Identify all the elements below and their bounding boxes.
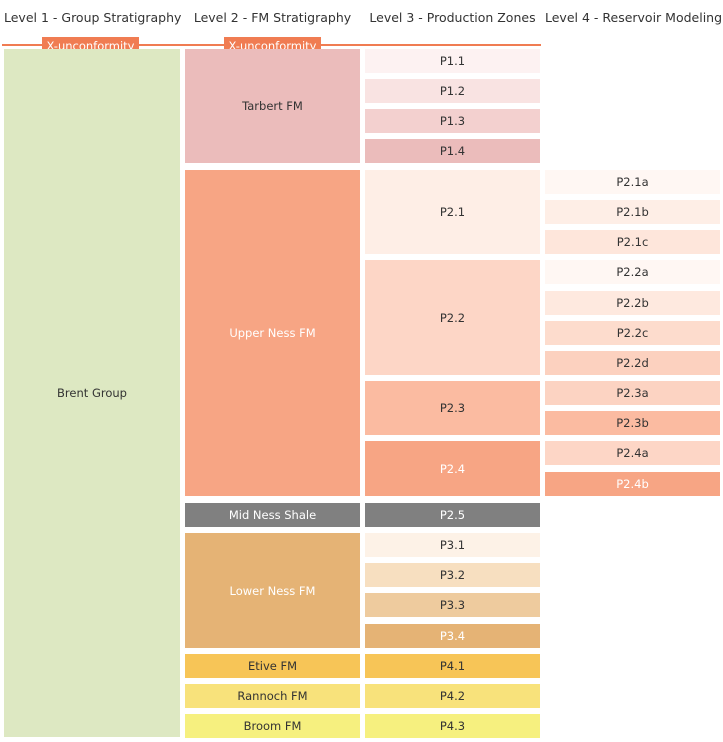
zone-p3-1: P3.1 — [365, 533, 540, 557]
upper-ness-fm-label: Upper Ness FM — [229, 326, 316, 340]
zone-p1-3: P1.3 — [365, 109, 540, 133]
zone-p3-3: P3.3 — [365, 593, 540, 617]
rannoch-fm-label: Rannoch FM — [237, 689, 308, 703]
mid-ness-shale-block: Mid Ness Shale — [185, 503, 360, 527]
zone-p1-3-label: P1.3 — [439, 114, 466, 128]
rannoch-fm-block: Rannoch FM — [185, 684, 360, 708]
zone-p4-2-label: P4.2 — [439, 689, 466, 703]
model-zone-p2-1c-label: P2.1c — [616, 235, 649, 249]
model-zone-p2-3b: P2.3b — [545, 411, 720, 435]
zone-p3-3-label: P3.3 — [439, 598, 466, 612]
model-zone-p2-1a: P2.1a — [545, 170, 720, 194]
zone-p4-1: P4.1 — [365, 654, 540, 678]
zone-p2-3: P2.3 — [365, 381, 540, 435]
model-zone-p2-1c: P2.1c — [545, 230, 720, 254]
model-zone-p2-2b: P2.2b — [545, 291, 720, 315]
model-zone-p2-1b: P2.1b — [545, 200, 720, 224]
zone-p4-1-label: P4.1 — [439, 659, 466, 673]
zone-p1-4-label: P1.4 — [439, 144, 466, 158]
zone-p1-1: P1.1 — [365, 49, 540, 73]
zone-p2-1-label: P2.1 — [439, 205, 466, 219]
upper-ness-fm-block: Upper Ness FM — [185, 170, 360, 496]
model-zone-p2-3b-label: P2.3b — [616, 416, 649, 430]
zone-p2-2: P2.2 — [365, 260, 540, 375]
model-zone-p2-2a-label: P2.2a — [616, 265, 649, 279]
model-zone-p2-2d: P2.2d — [545, 351, 720, 375]
header-level1: Level 1 - Group Stratigraphy — [4, 10, 182, 25]
model-zone-p2-4a: P2.4a — [545, 441, 720, 465]
zone-p1-1-label: P1.1 — [439, 54, 466, 68]
model-zone-p2-2c-label: P2.2c — [616, 326, 649, 340]
zone-p3-4-label: P3.4 — [439, 629, 466, 643]
header-level3: Level 3 - Production Zones — [369, 10, 536, 25]
model-zone-p2-2c: P2.2c — [545, 321, 720, 345]
zone-p2-4: P2.4 — [365, 441, 540, 496]
model-zone-p2-4b-label: P2.4b — [616, 477, 649, 491]
broom-fm-label: Broom FM — [243, 719, 302, 733]
zone-p4-2: P4.2 — [365, 684, 540, 708]
model-zone-p2-4a-label: P2.4a — [616, 446, 649, 460]
model-zone-p2-2a: P2.2a — [545, 260, 720, 284]
zone-p4-3: P4.3 — [365, 714, 540, 738]
model-zone-p2-2d-label: P2.2d — [616, 356, 649, 370]
zone-p2-5-label: P2.5 — [439, 508, 466, 522]
zone-p2-4-label: P2.4 — [439, 461, 466, 476]
model-zone-p2-3a: P2.3a — [545, 381, 720, 405]
model-zone-p2-4b: P2.4b — [545, 472, 720, 496]
broom-fm-block: Broom FM — [185, 714, 360, 738]
zone-p3-2: P3.2 — [365, 563, 540, 587]
etive-fm-block: Etive FM — [185, 654, 360, 678]
header-level4: Level 4 - Reservoir Modeling — [545, 10, 723, 25]
zone-p1-2: P1.2 — [365, 79, 540, 103]
tarbert-fm-label: Tarbert FM — [242, 99, 303, 113]
model-zone-p2-2b-label: P2.2b — [616, 296, 649, 310]
zone-p1-4: P1.4 — [365, 139, 540, 163]
zone-p3-1-label: P3.1 — [439, 538, 466, 552]
etive-fm-label: Etive FM — [247, 659, 298, 673]
model-zone-p2-1a-label: P2.1a — [616, 175, 649, 189]
zone-p4-3-label: P4.3 — [439, 719, 466, 733]
tarbert-fm-block: Tarbert FM — [185, 49, 360, 163]
zone-p2-5: P2.5 — [365, 503, 540, 527]
zone-p2-1: P2.1 — [365, 170, 540, 254]
lower-ness-fm-block: Lower Ness FM — [185, 533, 360, 648]
brent-group-label: Brent Group — [57, 386, 127, 400]
zone-p1-2-label: P1.2 — [439, 84, 466, 98]
zone-p3-2-label: P3.2 — [439, 568, 466, 582]
model-zone-p2-3a-label: P2.3a — [616, 386, 649, 400]
lower-ness-fm-label: Lower Ness FM — [229, 583, 316, 598]
header-level2: Level 2 - FM Stratigraphy — [193, 10, 352, 25]
brent-group-block: Brent Group — [4, 49, 180, 737]
zone-p2-3-label: P2.3 — [439, 401, 466, 415]
zone-p2-2-label: P2.2 — [439, 310, 466, 325]
mid-ness-shale-label: Mid Ness Shale — [228, 508, 317, 522]
model-zone-p2-1b-label: P2.1b — [616, 205, 649, 219]
zone-p3-4: P3.4 — [365, 624, 540, 648]
